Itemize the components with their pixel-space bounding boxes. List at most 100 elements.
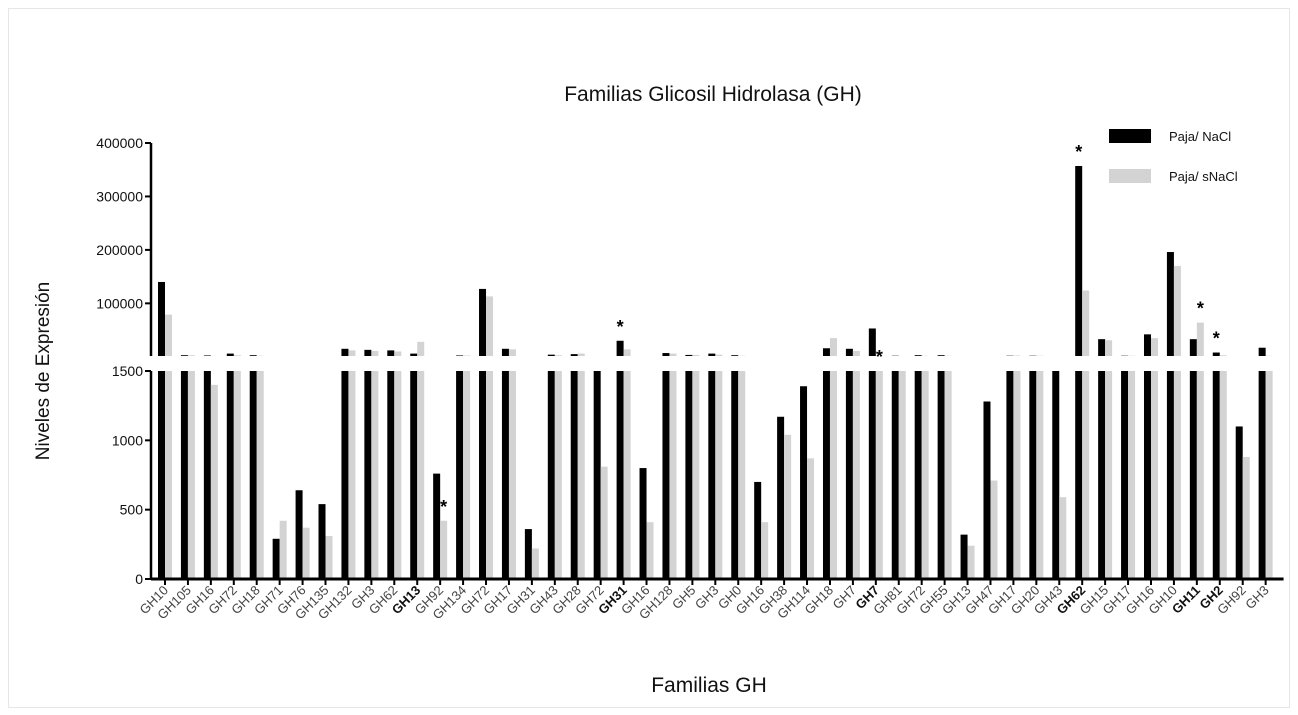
bar-paja-snacl <box>165 371 172 579</box>
upper-y-tick-label: 400000 <box>96 135 143 151</box>
bar-paja-snacl <box>807 458 815 579</box>
bar-paja-nacl <box>868 371 876 579</box>
significance-star: * <box>1213 329 1220 349</box>
bar-paja-snacl <box>600 466 608 579</box>
legend-label: Paja/ NaCl <box>1169 129 1231 144</box>
bar-paja-snacl-upper <box>1105 340 1113 356</box>
bar-paja-nacl-upper <box>822 348 830 356</box>
significance-star: * <box>1075 142 1082 162</box>
bar-paja-nacl <box>570 371 578 579</box>
bar-paja-snacl-upper <box>187 355 195 356</box>
bar-paja-snacl <box>348 371 356 579</box>
bar-paja-nacl-upper <box>662 353 670 356</box>
bar-paja-nacl-upper <box>1166 252 1174 356</box>
x-tick-label: GH7 <box>830 583 860 613</box>
bar-paja-snacl-upper <box>1196 322 1204 356</box>
bar-paja-snacl <box>852 371 860 579</box>
bar-paja-nacl <box>1006 371 1014 579</box>
bar-paja-snacl-upper <box>554 355 562 356</box>
bar-paja-snacl <box>1013 371 1021 579</box>
bar-paja-snacl <box>554 371 562 579</box>
bar-paja-snacl <box>371 371 379 579</box>
chart-title: Familias Glicosil Hidrolasa (GH) <box>564 83 862 106</box>
bar-paja-snacl <box>646 522 654 579</box>
lower-y-tick-label: 500 <box>120 502 144 518</box>
bar-paja-nacl-upper <box>547 354 555 356</box>
bar-paja-nacl <box>547 371 555 579</box>
significance-star: * <box>617 317 624 337</box>
bar-paja-snacl <box>325 536 333 579</box>
lower-y-axis: 0 500 1000 1500 <box>112 363 153 587</box>
bar-paja-snacl <box>829 371 837 579</box>
bars <box>158 165 1273 579</box>
bar-paja-snacl <box>463 371 471 579</box>
bar-paja-nacl <box>1098 371 1106 579</box>
bar-paja-nacl <box>983 401 991 579</box>
bar-paja-snacl <box>990 480 998 579</box>
bar-paja-snacl-upper <box>348 350 356 356</box>
bar-paja-nacl <box>364 371 372 579</box>
bar-paja-nacl <box>616 371 624 579</box>
bar-paja-nacl <box>731 371 739 579</box>
bar-paja-snacl <box>692 371 700 579</box>
bar-paja-nacl <box>295 490 303 579</box>
legend-label: Paja/ sNaCl <box>1169 169 1238 184</box>
bar-paja-nacl-upper <box>364 349 372 356</box>
bar-paja-nacl <box>1075 371 1083 579</box>
bar-paja-snacl <box>738 371 746 579</box>
significance-star: * <box>440 497 447 517</box>
bar-paja-snacl-upper <box>165 314 172 356</box>
bar-paja-snacl-upper <box>1219 355 1227 356</box>
lower-y-tick-label: 1500 <box>112 363 143 379</box>
bar-paja-snacl-upper <box>463 355 471 356</box>
bar-paja-nacl <box>777 416 785 579</box>
bar-paja-nacl <box>1143 371 1151 579</box>
bar-paja-nacl-upper <box>868 328 876 356</box>
bar-paja-snacl <box>784 434 792 579</box>
bar-paja-snacl <box>1059 497 1067 579</box>
bar-paja-nacl <box>1189 371 1197 579</box>
bar-paja-snacl-upper <box>1082 290 1090 356</box>
bar-paja-nacl-upper <box>1258 347 1266 356</box>
bar-paja-nacl-upper <box>731 355 739 356</box>
bar-paja-snacl-upper <box>371 350 379 356</box>
legend-swatch <box>1109 129 1151 143</box>
bar-paja-snacl <box>1196 371 1204 579</box>
bar-paja-snacl <box>256 371 264 579</box>
bar-paja-snacl-upper <box>669 353 677 356</box>
bar-paja-snacl-upper <box>1173 265 1181 356</box>
bar-paja-snacl <box>508 371 516 579</box>
significance-markers: * * * * * * <box>440 142 1220 517</box>
bar-paja-snacl <box>1173 371 1181 579</box>
bar-paja-nacl <box>1235 426 1243 579</box>
x-tick-label: GH5 <box>669 583 699 613</box>
upper-y-tick-label: 300000 <box>96 188 143 204</box>
upper-y-axis: 100000 200000 300000 400000 <box>96 135 153 356</box>
bar-paja-snacl <box>233 371 241 579</box>
bar-paja-nacl <box>272 538 280 579</box>
bar-paja-snacl-upper <box>623 349 631 356</box>
bar-paja-nacl <box>158 371 165 579</box>
bar-paja-snacl <box>302 527 310 579</box>
bar-paja-nacl-upper <box>456 355 464 356</box>
bar-paja-nacl <box>891 371 899 579</box>
upper-y-tick-label: 100000 <box>96 295 143 311</box>
bar-paja-nacl <box>249 371 257 579</box>
bar-paja-snacl <box>761 522 769 579</box>
bar-paja-nacl <box>226 371 234 579</box>
x-tick-label: GH3 <box>692 583 722 613</box>
x-axis: GH10GH105GH16GH72GH18GH71GH76GH135GH132G… <box>136 577 1284 622</box>
bar-paja-nacl <box>960 534 968 579</box>
bar-paja-nacl-upper <box>226 353 234 356</box>
lower-y-tick-label: 1000 <box>112 432 143 448</box>
bar-paja-nacl <box>433 473 441 579</box>
bar-paja-nacl <box>1121 371 1129 579</box>
bar-paja-snacl <box>898 371 906 579</box>
bar-paja-nacl-upper <box>180 355 188 356</box>
bar-paja-nacl <box>639 468 647 579</box>
bar-paja-snacl <box>623 371 631 579</box>
bar-paja-snacl <box>944 371 952 579</box>
bar-paja-nacl <box>845 371 853 579</box>
bar-paja-snacl <box>440 520 448 579</box>
bar-paja-nacl <box>593 371 601 579</box>
